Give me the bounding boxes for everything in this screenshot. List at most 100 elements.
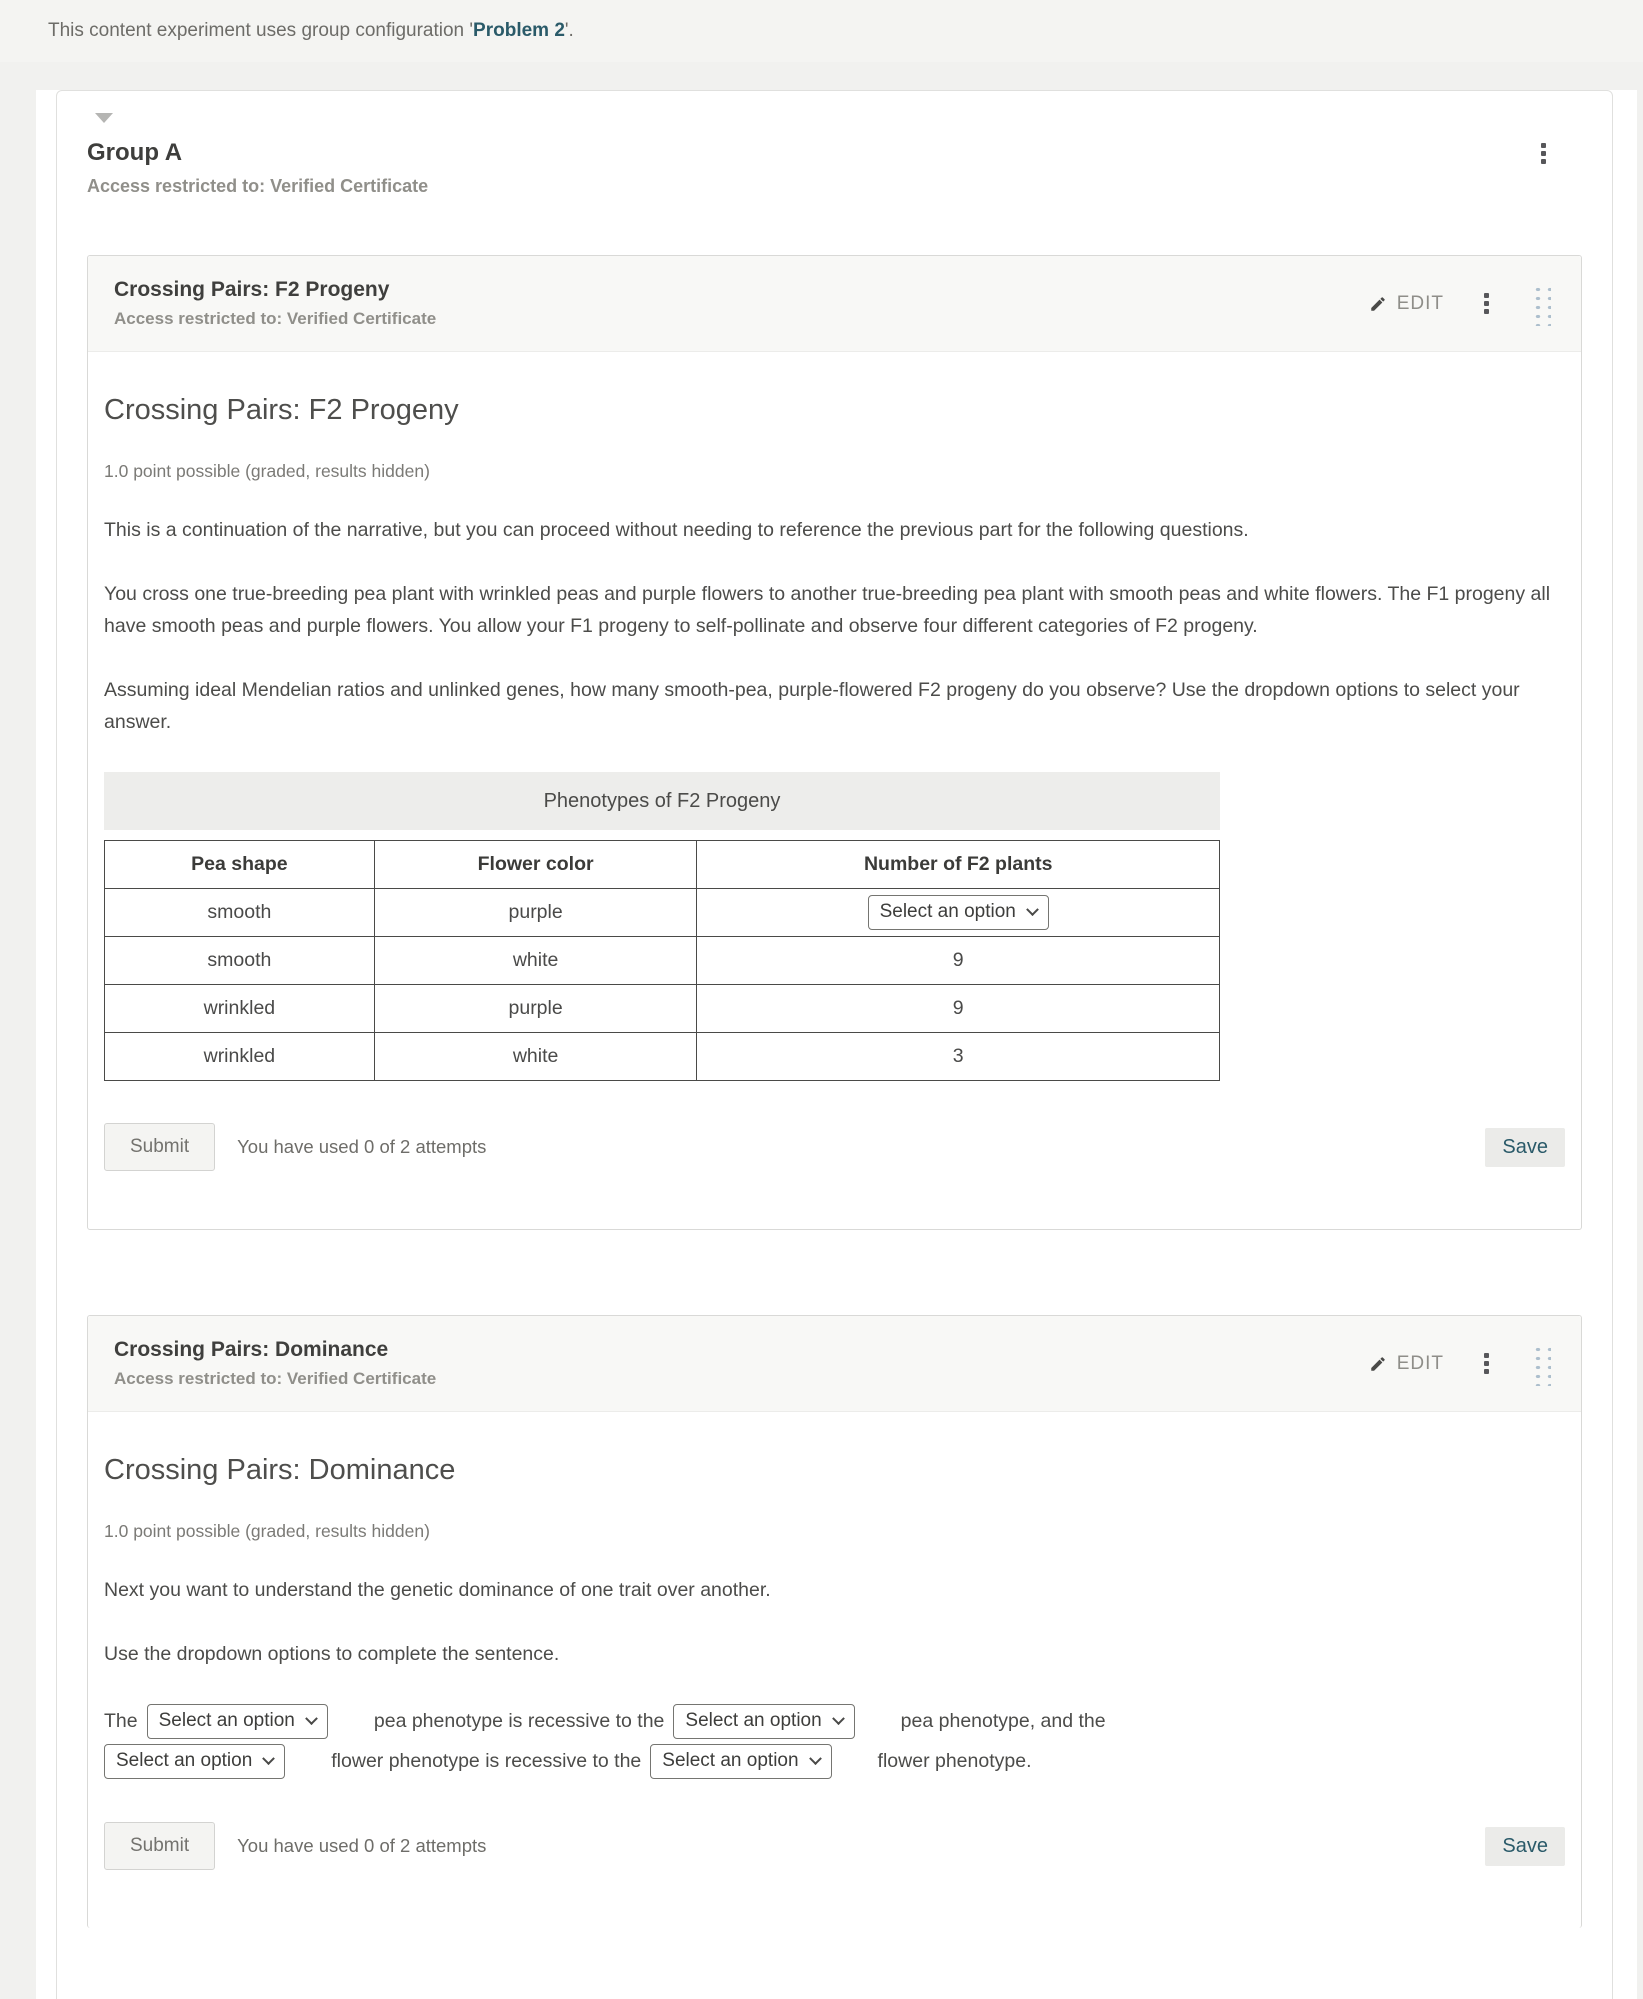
- drag-handle-icon[interactable]: [1529, 281, 1551, 326]
- problem-block-dominance: Crossing Pairs: Dominance Access restric…: [87, 1315, 1582, 1928]
- edit-pencil-icon: [1370, 296, 1385, 311]
- experiment-banner-text: This content experiment uses group confi…: [48, 20, 574, 42]
- select-value: Select an option: [879, 901, 1016, 922]
- table-row: smooth white 9: [104, 936, 1220, 985]
- problem-body: Crossing Pairs: F2 Progeny 1.0 point pos…: [88, 352, 1581, 1229]
- problem-body: Crossing Pairs: Dominance 1.0 point poss…: [88, 1412, 1581, 1928]
- chevron-down-icon: [262, 1752, 276, 1765]
- problem-header: Crossing Pairs: Dominance Access restric…: [88, 1316, 1581, 1412]
- submit-button[interactable]: Submit: [104, 1822, 216, 1870]
- edit-button-label: EDIT: [1396, 292, 1444, 314]
- select-value: Select an option: [158, 1710, 295, 1732]
- problem-block-f2-progeny: Crossing Pairs: F2 Progeny Access restri…: [87, 255, 1582, 1230]
- problem-title: Crossing Pairs: Dominance: [104, 1454, 456, 1486]
- chevron-down-icon: [831, 1712, 845, 1725]
- banner-text-suffix: '.: [564, 20, 574, 41]
- problem-access-note: Access restricted to: Verified Certifica…: [114, 1369, 437, 1388]
- sentence-text: pea phenotype, and the: [900, 1710, 1106, 1732]
- problem-action-row: Submit You have used 0 of 2 attempts Sav…: [104, 1822, 1565, 1870]
- cell-number-f2: Select an option: [696, 888, 1220, 937]
- attempts-status: You have used 0 of 2 attempts: [237, 1136, 487, 1157]
- kebab-menu-icon[interactable]: [1537, 139, 1550, 168]
- problem-header-text: Crossing Pairs: F2 Progeny Access restri…: [114, 278, 436, 329]
- sentence-text: flower phenotype.: [877, 1750, 1032, 1772]
- select-value: Select an option: [116, 1750, 253, 1772]
- chevron-down-icon: [305, 1712, 318, 1725]
- problem-header-controls: EDIT: [1369, 1341, 1551, 1386]
- cell-flower-color: purple: [373, 984, 698, 1033]
- points-possible: 1.0 point possible (graded, results hidd…: [104, 461, 430, 481]
- chevron-down-icon: [1025, 902, 1039, 916]
- group-access-note: Access restricted to: Verified Certifica…: [87, 176, 429, 196]
- group-a-card: Group A Access restricted to: Verified C…: [56, 90, 1613, 1999]
- table-row: wrinkled purple 9: [104, 984, 1220, 1033]
- save-button[interactable]: Save: [1485, 1127, 1565, 1167]
- cell-number-f2: 3: [696, 1032, 1220, 1081]
- experiment-banner: This content experiment uses group confi…: [0, 0, 1643, 62]
- column-header-number-f2: Number of F2 plants: [696, 840, 1220, 889]
- f2-progeny-table: Pea shape Flower color Number of F2 plan…: [104, 840, 1220, 1081]
- dropdown-sentence: The Select an option pea phenotype is rece…: [104, 1702, 1565, 1780]
- paragraph: This is a continuation of the narrative,…: [104, 519, 1249, 541]
- select-value: Select an option: [662, 1750, 799, 1772]
- collapse-caret-icon[interactable]: [95, 113, 113, 123]
- points-possible: 1.0 point possible (graded, results hidd…: [104, 1521, 430, 1541]
- cell-flower-color: white: [373, 1032, 698, 1081]
- pea-recessive-select[interactable]: Select an option: [146, 1704, 328, 1740]
- sentence-line-2: Select an option flower phenotype is rece…: [104, 1742, 1565, 1780]
- sentence-text: flower phenotype is recessive to the: [331, 1750, 642, 1772]
- problem-header-controls: EDIT: [1369, 281, 1551, 326]
- table-row: wrinkled white 3: [104, 1032, 1220, 1081]
- flower-dominant-select[interactable]: Select an option: [650, 1744, 832, 1780]
- problem-action-row: Submit You have used 0 of 2 attempts Sav…: [104, 1123, 1565, 1171]
- group-configuration-link[interactable]: Problem 2: [473, 20, 565, 41]
- edit-button[interactable]: EDIT: [1369, 293, 1444, 315]
- chevron-down-icon: [808, 1752, 822, 1765]
- table-caption: Phenotypes of F2 Progeny: [104, 772, 1220, 830]
- cell-pea-shape: smooth: [104, 936, 375, 985]
- paragraph: You cross one true-breeding pea plant wi…: [104, 583, 1551, 637]
- kebab-menu-icon[interactable]: [1480, 1349, 1493, 1378]
- problem-header-text: Crossing Pairs: Dominance Access restric…: [114, 1338, 436, 1389]
- cell-pea-shape: smooth: [104, 888, 375, 937]
- problem-text: Next you want to understand the genetic …: [104, 1574, 1565, 1670]
- problem-text: This is a continuation of the narrative,…: [104, 514, 1565, 738]
- sentence-text: The: [104, 1710, 138, 1732]
- problem-header-title: Crossing Pairs: F2 Progeny: [114, 278, 390, 301]
- f2-count-select[interactable]: Select an option: [867, 895, 1049, 930]
- select-value: Select an option: [685, 1710, 822, 1732]
- banner-text-prefix: This content experiment uses group confi…: [48, 20, 474, 41]
- save-button[interactable]: Save: [1485, 1826, 1565, 1866]
- problem-access-note: Access restricted to: Verified Certifica…: [114, 309, 437, 328]
- cell-pea-shape: wrinkled: [104, 984, 375, 1033]
- cell-number-f2: 9: [696, 936, 1220, 985]
- group-title: Group A: [87, 139, 183, 166]
- submit-button[interactable]: Submit: [104, 1123, 216, 1171]
- problem-header-title: Crossing Pairs: Dominance: [114, 1338, 389, 1361]
- edit-button-label: EDIT: [1396, 1352, 1444, 1374]
- kebab-menu-icon[interactable]: [1480, 289, 1493, 318]
- cell-flower-color: purple: [373, 888, 698, 937]
- cell-number-f2: 9: [696, 984, 1220, 1033]
- drag-handle-icon[interactable]: [1529, 1341, 1551, 1386]
- problem-title: Crossing Pairs: F2 Progeny: [104, 394, 459, 426]
- table-row: smooth purple Select an option: [104, 888, 1220, 937]
- column-header-flower-color: Flower color: [373, 840, 698, 889]
- paragraph: Assuming ideal Mendelian ratios and unli…: [104, 679, 1520, 733]
- table-header-row: Pea shape Flower color Number of F2 plan…: [104, 840, 1220, 889]
- problem-header: Crossing Pairs: F2 Progeny Access restri…: [88, 256, 1581, 352]
- cell-pea-shape: wrinkled: [104, 1032, 375, 1081]
- paragraph: Use the dropdown options to complete the…: [104, 1643, 560, 1665]
- paragraph: Next you want to understand the genetic …: [104, 1579, 771, 1601]
- edit-button[interactable]: EDIT: [1369, 1353, 1444, 1375]
- cell-flower-color: white: [373, 936, 698, 985]
- flower-recessive-select[interactable]: Select an option: [104, 1744, 286, 1780]
- column-header-pea-shape: Pea shape: [104, 840, 375, 889]
- attempts-status: You have used 0 of 2 attempts: [237, 1835, 487, 1856]
- pea-dominant-select[interactable]: Select an option: [673, 1704, 855, 1740]
- content-shell: Group A Access restricted to: Verified C…: [36, 90, 1637, 1999]
- sentence-text: pea phenotype is recessive to the: [373, 1710, 665, 1732]
- sentence-line-1: The Select an option pea phenotype is rece…: [104, 1702, 1565, 1740]
- edit-pencil-icon: [1370, 1356, 1385, 1371]
